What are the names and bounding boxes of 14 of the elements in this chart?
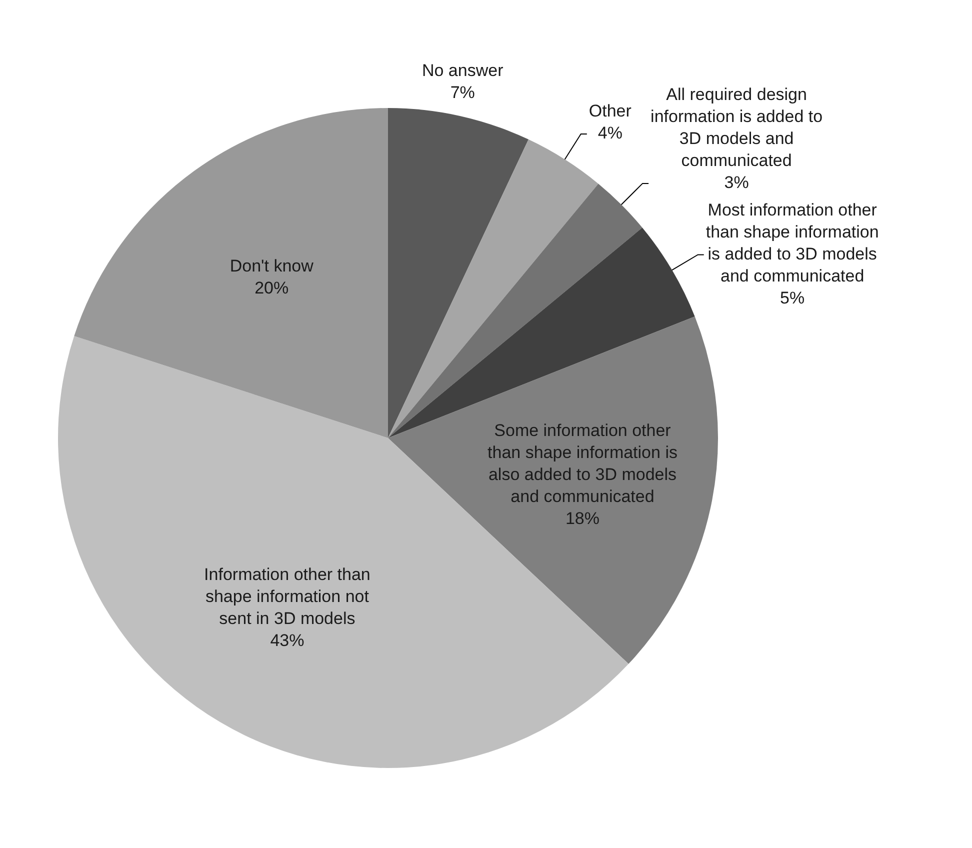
slice-label: Don't know: [230, 256, 314, 276]
data-label: 5%: [780, 288, 805, 308]
slice-label: Some information other than shape information is also added to 3D models and communicated: [488, 420, 678, 506]
data-label: 3%: [724, 173, 749, 192]
data-label: 18%: [565, 508, 600, 528]
data-label: 43%: [270, 631, 304, 650]
slice-label: All required design information is added to 3D models and communicated: [650, 85, 823, 170]
data-label: 7%: [450, 82, 475, 102]
data-label: 4%: [598, 124, 622, 143]
slice-label: Other: [588, 102, 632, 121]
slice-label: No answer: [422, 60, 504, 80]
slice-label: Information other than shape information not sent in 3D models: [204, 565, 370, 628]
slice-label: Most information other than shape information is added to 3D models and communicated: [706, 200, 879, 286]
data-label: 20%: [254, 278, 289, 298]
